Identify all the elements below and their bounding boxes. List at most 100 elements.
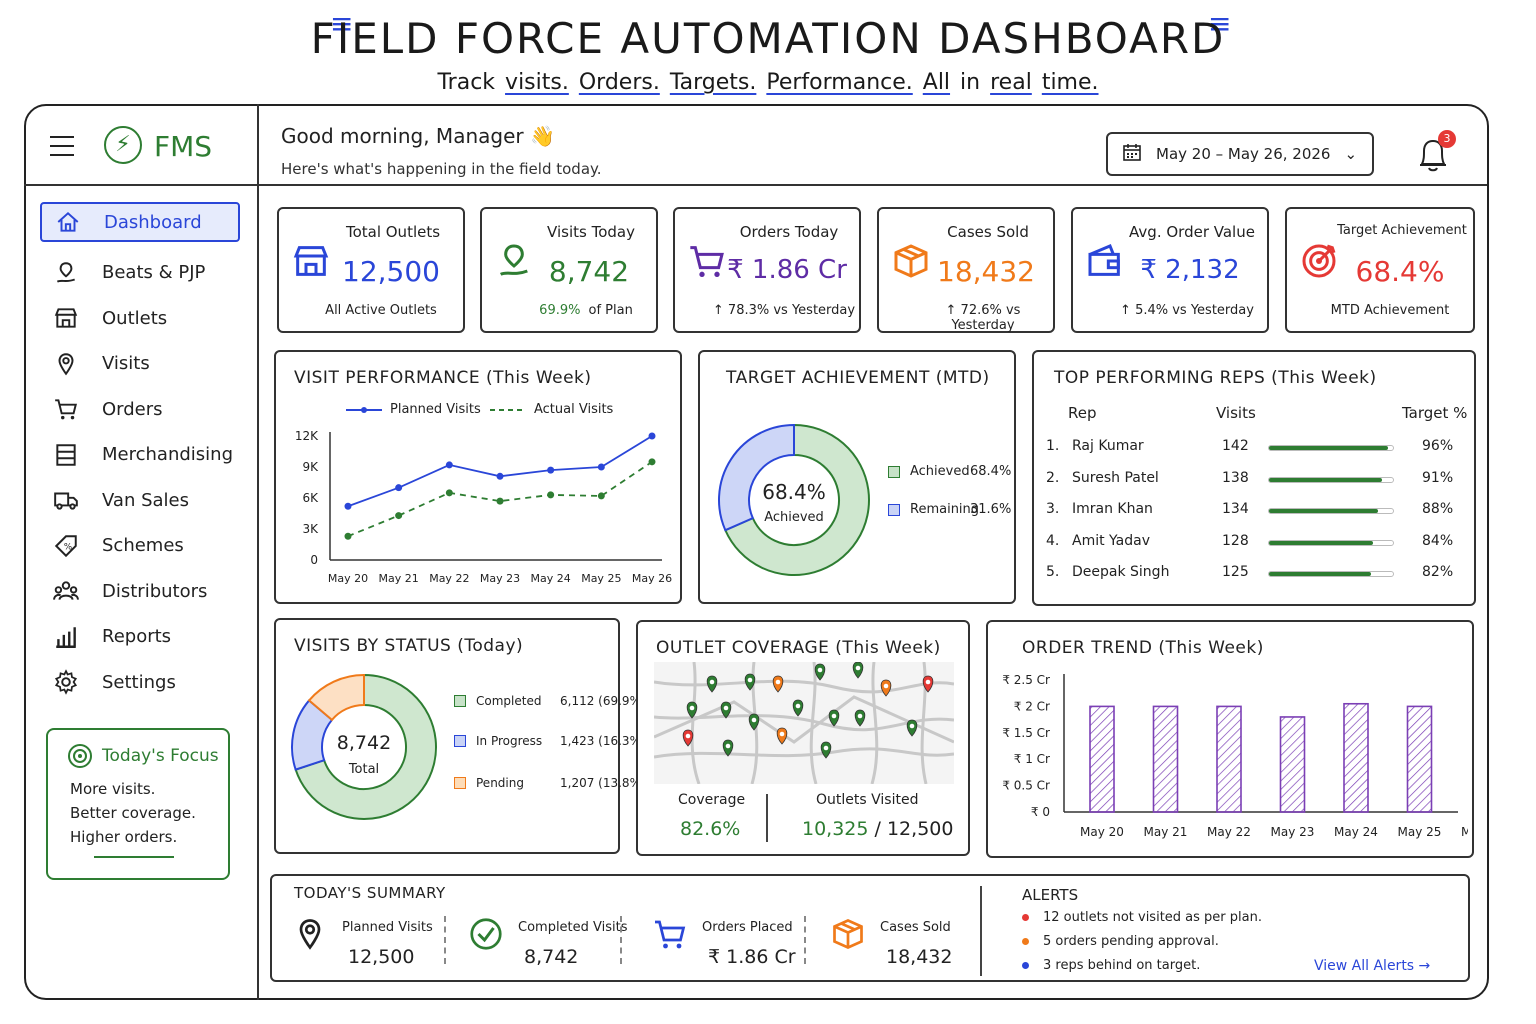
route-icon xyxy=(52,259,80,287)
greeting-subtext: Here's what's happening in the field tod… xyxy=(281,160,602,178)
hamburger-menu-icon[interactable] xyxy=(50,136,74,163)
sidebar-item-distributors[interactable]: Distributors xyxy=(40,569,240,615)
kpi-label: Orders Today xyxy=(739,223,839,241)
route-icon xyxy=(494,241,534,285)
target-donut-slice-achieved xyxy=(724,423,870,576)
cart-icon xyxy=(52,395,80,423)
kpi-card-cases-sold[interactable]: Cases Sold 18,432 ↑ 72.6% vs Yesterday xyxy=(877,207,1055,333)
lightning-logo-icon: ⚡ xyxy=(104,126,142,164)
coverage-value: 82.6% xyxy=(680,818,741,840)
map-pin-dot xyxy=(689,705,695,711)
focus-line: Higher orders. xyxy=(70,828,178,846)
alert-item[interactable]: 3 reps behind on target. xyxy=(1022,958,1200,973)
col-header-visits: Visits xyxy=(1216,404,1256,422)
map-pin-dot xyxy=(831,713,837,719)
status-donut-chart xyxy=(291,673,437,820)
map-road xyxy=(690,662,701,784)
kpi-card-avg-order-value[interactable]: Avg. Order Value ₹ 2,132 ↑ 5.4% vs Yesterd… xyxy=(1071,207,1269,333)
summary-item: Orders Placed ₹ 1.86 Cr xyxy=(652,876,812,976)
sidebar-item-beats-pjp[interactable]: Beats & PJP xyxy=(40,250,240,296)
sidebar-item-orders[interactable]: Orders xyxy=(40,387,240,433)
rep-row[interactable]: 4. Amit Yadav 128 84% xyxy=(1046,531,1476,555)
bar-may-20 xyxy=(1089,705,1115,813)
kpi-card-orders-today[interactable]: Orders Today ₹ 1.86 Cr ↑ 78.3% vs Yesterda… xyxy=(673,207,861,333)
sidebar-item-dashboard[interactable]: Dashboard xyxy=(40,202,240,242)
alert-item[interactable]: 5 orders pending approval. xyxy=(1022,934,1219,949)
y-tick-label: ₹ 1 Cr xyxy=(1014,752,1050,766)
x-tick-label: May 21 xyxy=(1144,825,1188,839)
rep-row[interactable]: 5. Deepak Singh 125 82% xyxy=(1046,562,1476,586)
sidebar-item-merchandising[interactable]: Merchandising xyxy=(40,432,240,478)
panel-title: TARGET ACHIEVEMENT (MTD) xyxy=(726,368,990,388)
rep-row[interactable]: 3. Imran Khan 134 88% xyxy=(1046,499,1476,523)
summary-label: Planned Visits xyxy=(342,920,433,935)
panel-title: VISITS BY STATUS (Today) xyxy=(294,636,524,656)
subtitle-word: Targets. xyxy=(669,70,757,95)
view-all-alerts-link[interactable]: View All Alerts → xyxy=(1314,958,1431,974)
sidebar-item-van-sales[interactable]: Van Sales xyxy=(40,478,240,524)
y-tick-label: ₹ 2 Cr xyxy=(1014,699,1050,713)
y-tick-label: 3K xyxy=(302,522,319,536)
data-point xyxy=(648,432,656,440)
rep-progress-fill xyxy=(1269,446,1389,450)
tag-icon: % xyxy=(52,532,80,560)
y-tick-label: 6K xyxy=(302,491,319,505)
summary-item: Planned Visits 12,500 xyxy=(292,876,452,976)
panel-title: OUTLET COVERAGE (This Week) xyxy=(656,638,941,658)
x-tick-label: May 24 xyxy=(531,572,571,585)
data-point xyxy=(445,489,453,497)
sidebar-item-visits[interactable]: Visits xyxy=(40,341,240,387)
alert-item[interactable]: 12 outlets not visited as per plan. xyxy=(1022,910,1262,925)
date-range-picker[interactable]: May 20 – May 26, 2026 ⌄ xyxy=(1106,132,1374,176)
kpi-foot-value: 69.9% xyxy=(539,303,581,318)
kpi-footnote: ↑ 72.6% vs Yesterday xyxy=(945,303,1021,333)
kpi-card-total-outlets[interactable]: Total Outlets 12,500 All Active Outlets xyxy=(277,207,465,333)
rep-visits: 128 xyxy=(1222,532,1249,549)
y-tick-label: 12K xyxy=(295,429,319,443)
kpi-value: 8,742 xyxy=(548,255,630,288)
data-point xyxy=(496,497,504,505)
outlets-visited-label: Outlets Visited xyxy=(816,792,919,808)
status-legend-item: In Progress 1,423 (16.3%) xyxy=(454,734,646,748)
data-point xyxy=(547,491,555,499)
legend-label: In Progress xyxy=(476,734,543,748)
rep-name: Deepak Singh xyxy=(1072,564,1170,580)
kpi-card-visits-today[interactable]: Visits Today 8,742 69.9% of Plan xyxy=(480,207,658,333)
y-tick-label: 9K xyxy=(302,460,319,474)
data-point xyxy=(395,512,403,520)
map-pin-dot xyxy=(909,723,915,729)
data-point xyxy=(648,458,656,466)
x-tick-label: May 22 xyxy=(429,572,469,585)
sidebar-item-schemes[interactable]: % Schemes xyxy=(40,523,240,569)
bar-chart-icon xyxy=(52,623,80,651)
sidebar-item-reports[interactable]: Reports xyxy=(40,614,240,660)
x-tick-label: May 21 xyxy=(379,572,419,585)
legend-value: 1,207 (13.8%) xyxy=(560,776,646,790)
x-tick-label: May 26 xyxy=(632,572,672,585)
rep-name: Imran Khan xyxy=(1072,501,1153,517)
summary-label: Completed Visits xyxy=(518,920,628,935)
sidebar-item-settings[interactable]: Settings xyxy=(40,660,240,706)
rep-row[interactable]: 1. Raj Kumar 142 96% xyxy=(1046,436,1476,460)
y-tick-label: 0 xyxy=(310,553,318,567)
notification-bell-icon[interactable]: 3 xyxy=(1414,130,1456,178)
rep-row[interactable]: 2. Suresh Patel 138 91% xyxy=(1046,468,1476,492)
kpi-card-target-achievement[interactable]: Target Achievement 68.4% MTD Achievement xyxy=(1285,207,1475,333)
bar-may-24 xyxy=(1343,702,1369,813)
y-tick-label: ₹ 0.5 Cr xyxy=(1002,779,1050,793)
brand-row: ⚡ FMS xyxy=(24,104,257,186)
subtitle-word: visits. xyxy=(505,70,569,95)
rep-progress-bar xyxy=(1268,508,1394,514)
sidebar-item-outlets[interactable]: Outlets xyxy=(40,296,240,342)
legend-planned: Planned Visits xyxy=(346,402,481,417)
status-donut-slice-pending xyxy=(307,673,365,722)
kpi-value: ₹ 2,132 xyxy=(1140,255,1240,285)
dashed-divider xyxy=(444,916,446,964)
legend-swatch xyxy=(454,777,466,789)
rep-progress-fill xyxy=(1269,509,1379,513)
x-tick-label: May 26 xyxy=(1461,825,1468,839)
rep-name: Amit Yadav xyxy=(1072,532,1150,549)
cart-icon xyxy=(687,241,727,285)
kpi-footnote: All Active Outlets xyxy=(325,303,437,318)
greeting: Good morning, Manager 👋 xyxy=(281,124,555,148)
